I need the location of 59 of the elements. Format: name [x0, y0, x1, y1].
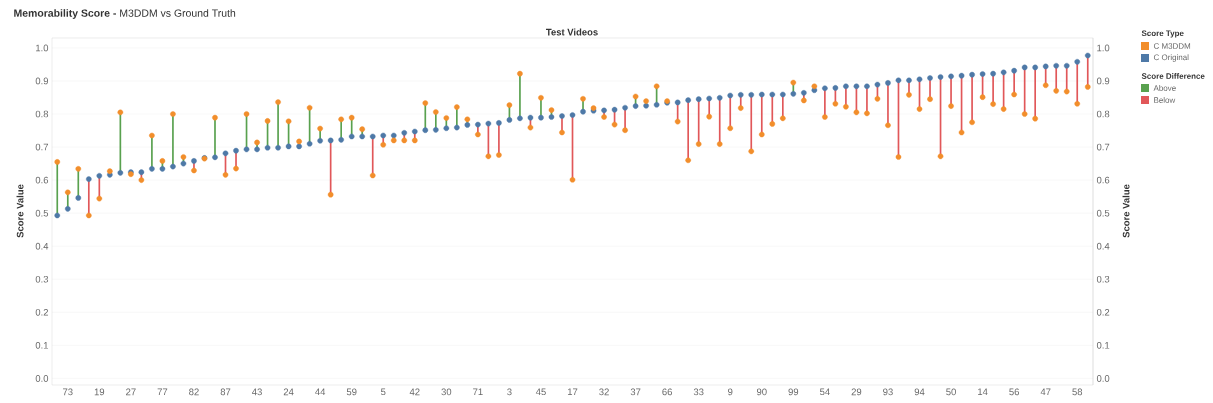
- x-tick-label: 56: [1009, 388, 1019, 396]
- x-tick-label: 47: [1040, 388, 1051, 396]
- chart-title: Memorability Score - M3DDM vs Ground Truth: [14, 9, 236, 19]
- x-tick-label: 58: [1072, 388, 1083, 396]
- y-tick-label: 0.7: [35, 143, 49, 151]
- x-tick-label: 5: [380, 388, 386, 396]
- y2-tick-label: 0.8: [1096, 110, 1110, 118]
- y-tick-label: 0.0: [35, 375, 49, 382]
- y-axis-title: Score Value: [16, 184, 24, 238]
- y2-tick-label: 0.7: [1096, 143, 1110, 151]
- x-tick-label: 29: [851, 388, 862, 396]
- x-tick-label: 9: [728, 388, 733, 396]
- y-tick-label: 0.2: [35, 308, 49, 316]
- x-tick-label: 30: [441, 388, 452, 396]
- y-tick-label: 0.4: [35, 242, 49, 250]
- x-tick-label: 27: [126, 388, 136, 396]
- x-tick-label: 32: [599, 388, 609, 396]
- y2-tick-label: 1.0: [1097, 44, 1110, 52]
- x-tick-label: 71: [473, 388, 483, 396]
- y-tick-label: 0.3: [35, 275, 49, 283]
- x-axis-title: Test Videos: [545, 28, 598, 36]
- x-tick-label: 50: [946, 388, 956, 396]
- x-tick-label: 3: [507, 388, 512, 396]
- y2-tick-label: 0.1: [1096, 341, 1110, 349]
- x-tick-label: 42: [409, 388, 420, 396]
- y-tick-label: 0.6: [35, 176, 49, 184]
- x-tick-label: 90: [756, 388, 767, 396]
- x-tick-label: 19: [94, 388, 105, 396]
- x-tick-label: 24: [283, 388, 294, 396]
- y2-tick-label: 0.9: [1096, 77, 1110, 85]
- x-tick-label: 94: [914, 388, 925, 396]
- y-tick-label: 0.5: [35, 209, 49, 217]
- x-tick-label: 45: [535, 388, 546, 396]
- x-tick-label: 33: [693, 388, 704, 396]
- y2-tick-label: 0.0: [1096, 375, 1110, 382]
- x-tick-label: 77: [157, 388, 168, 396]
- x-tick-label: 99: [788, 388, 799, 396]
- y-tick-label: 0.9: [35, 77, 49, 85]
- x-tick-label: 73: [63, 388, 73, 396]
- x-tick-label: 82: [189, 388, 199, 396]
- y-tick-label: 0.8: [35, 110, 49, 118]
- y-tick-label: 1.0: [36, 44, 49, 52]
- y2-tick-label: 0.4: [1096, 242, 1110, 250]
- x-tick-label: 66: [662, 388, 672, 396]
- x-tick-label: 93: [883, 388, 893, 396]
- y2-tick-label: 0.5: [1096, 209, 1110, 217]
- y2-tick-label: 0.2: [1096, 308, 1110, 316]
- x-tick-label: 54: [819, 388, 830, 396]
- x-tick-label: 59: [346, 388, 357, 396]
- x-tick-label: 43: [252, 388, 262, 396]
- x-tick-label: 17: [567, 388, 578, 396]
- x-tick-label: 37: [630, 388, 641, 396]
- x-tick-label: 14: [978, 388, 988, 396]
- y2-tick-label: 0.6: [1096, 176, 1110, 184]
- y2-tick-label: 0.3: [1096, 275, 1110, 283]
- y-tick-label: 0.1: [35, 341, 49, 349]
- x-tick-label: 87: [220, 388, 231, 396]
- x-tick-label: 44: [315, 388, 326, 396]
- y2-axis-title: Score Value: [1122, 184, 1130, 238]
